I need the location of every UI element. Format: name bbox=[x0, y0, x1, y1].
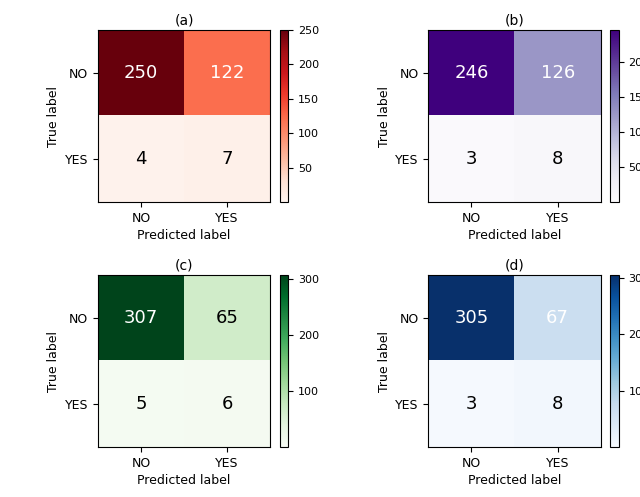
Text: 5: 5 bbox=[135, 395, 147, 413]
X-axis label: Predicted label: Predicted label bbox=[468, 474, 561, 487]
Text: 307: 307 bbox=[124, 309, 158, 327]
Text: 6: 6 bbox=[221, 395, 233, 413]
Text: 8: 8 bbox=[552, 395, 563, 413]
Title: (c): (c) bbox=[175, 258, 193, 272]
Y-axis label: True label: True label bbox=[378, 85, 391, 147]
Text: 3: 3 bbox=[466, 395, 477, 413]
Y-axis label: True label: True label bbox=[47, 331, 60, 392]
Text: 126: 126 bbox=[541, 64, 575, 82]
Title: (a): (a) bbox=[174, 13, 194, 27]
Text: 67: 67 bbox=[546, 309, 569, 327]
Title: (d): (d) bbox=[505, 258, 524, 272]
Text: 250: 250 bbox=[124, 64, 158, 82]
Text: 65: 65 bbox=[216, 309, 239, 327]
Text: 4: 4 bbox=[135, 150, 147, 168]
Title: (b): (b) bbox=[505, 13, 524, 27]
Y-axis label: True label: True label bbox=[47, 85, 60, 147]
Text: 122: 122 bbox=[210, 64, 244, 82]
X-axis label: Predicted label: Predicted label bbox=[138, 474, 231, 487]
Text: 8: 8 bbox=[552, 150, 563, 168]
Y-axis label: True label: True label bbox=[378, 331, 391, 392]
Text: 3: 3 bbox=[466, 150, 477, 168]
Text: 305: 305 bbox=[454, 309, 488, 327]
Text: 246: 246 bbox=[454, 64, 488, 82]
X-axis label: Predicted label: Predicted label bbox=[138, 229, 231, 242]
X-axis label: Predicted label: Predicted label bbox=[468, 229, 561, 242]
Text: 7: 7 bbox=[221, 150, 233, 168]
